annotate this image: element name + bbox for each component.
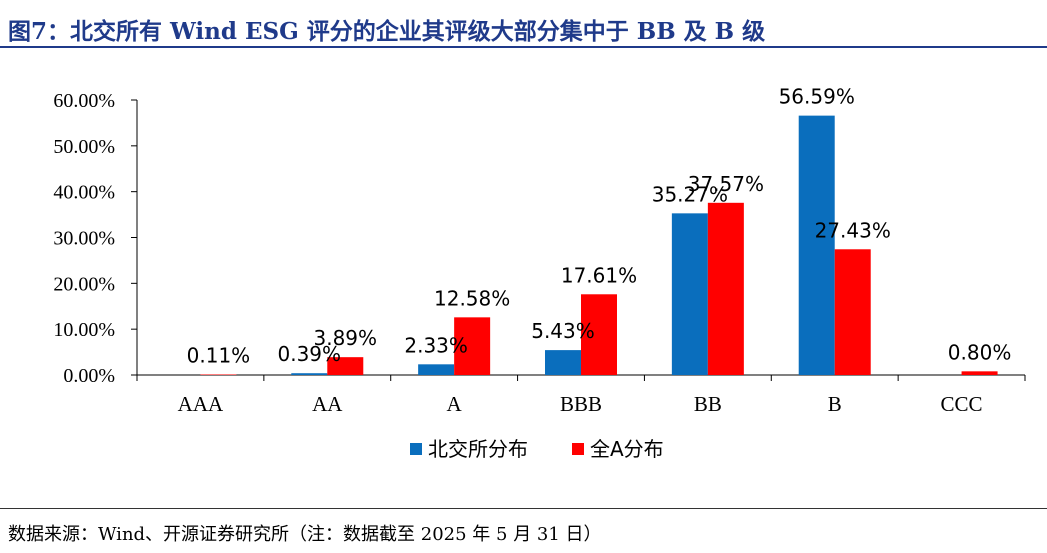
- y-tick-label: 0.00%: [63, 365, 115, 387]
- bar-quana-bb: [707, 202, 744, 375]
- y-tick-label: 30.00%: [53, 228, 115, 250]
- data-label: 2.33%: [404, 333, 468, 357]
- data-label: 0.80%: [948, 340, 1012, 364]
- x-tick-label: BBB: [560, 392, 602, 416]
- data-label: 0.11%: [187, 343, 251, 367]
- bar-bjs-aa: [291, 373, 328, 375]
- data-label: 12.58%: [434, 286, 510, 310]
- bar-quana-aaa: [200, 374, 237, 375]
- data-label: 37.57%: [688, 172, 764, 196]
- data-label: 56.59%: [779, 85, 855, 109]
- legend-swatch-1: [410, 443, 422, 455]
- y-tick-label: 40.00%: [53, 182, 115, 204]
- bar-bjs-bbb: [545, 350, 581, 375]
- bar-quana-bbb: [581, 294, 617, 375]
- y-tick-label: 20.00%: [53, 273, 115, 295]
- legend-swatch-2: [572, 443, 584, 455]
- bar-quana-ccc: [961, 371, 998, 375]
- data-label: 17.61%: [561, 263, 637, 287]
- x-tick-label: AAA: [178, 392, 224, 416]
- bar-bjs-a: [418, 364, 455, 375]
- source-note: 数据来源：Wind、开源证券研究所（注：数据截至 2025 年 5 月 31 日…: [8, 524, 602, 545]
- chart-title: 图7：北交所有 Wind ESG 评分的企业其评级大部分集中于 BB 及 B 级: [8, 18, 766, 45]
- x-tick-label: AA: [312, 392, 343, 416]
- bar-bjs-bb: [671, 213, 708, 375]
- y-tick-label: 60.00%: [53, 90, 115, 112]
- bar-chart: 0.00% 10.00% 20.00% 30.00% 40.00% 50.00% 60.00…: [53, 85, 1026, 461]
- data-label: 35.27%: [652, 182, 728, 206]
- x-tick-label: A: [447, 392, 463, 416]
- data-label: 5.43%: [531, 319, 595, 343]
- data-label: 3.89%: [314, 326, 378, 350]
- bar-quana-b: [834, 249, 871, 375]
- x-tick-label: BB: [694, 392, 722, 416]
- legend-label-2: 全A分布: [590, 437, 664, 461]
- source-divider: [0, 508, 1047, 509]
- title-divider: [0, 46, 1047, 48]
- y-tick-label: 50.00%: [53, 136, 115, 158]
- y-tick-label: 10.00%: [53, 319, 115, 341]
- x-tick-label: CCC: [941, 392, 983, 416]
- bar-quana-a: [454, 317, 491, 375]
- bar-quana-aa: [327, 357, 364, 375]
- data-label: 27.43%: [815, 218, 891, 242]
- legend-label-1: 北交所分布: [428, 437, 528, 461]
- x-tick-label: B: [828, 392, 842, 416]
- data-label: 0.39%: [278, 342, 342, 366]
- bar-bjs-b: [798, 115, 835, 376]
